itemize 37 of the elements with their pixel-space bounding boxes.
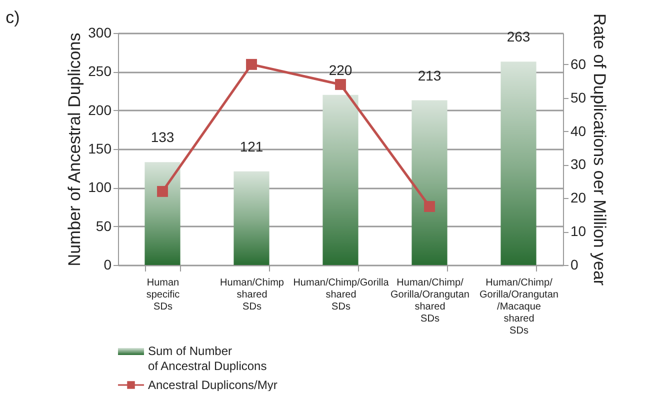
x-tick-label: Human specific SDs — [146, 278, 180, 312]
point — [246, 58, 257, 70]
y2-tick-label: 40 — [570, 122, 586, 139]
data-label: 213 — [418, 67, 442, 84]
y-tick-label: 300 — [88, 24, 112, 40]
bar — [412, 100, 448, 265]
x-tick-label: Human/Chimp/Gorilla shared SDs — [293, 278, 390, 312]
bar — [144, 162, 180, 265]
x-tick-label: Human/Chimp/ Gorilla/Orangutan shared SDs — [390, 278, 470, 324]
x-tick-label: Human/Chimp/ Gorilla/Orangutan /Macaque shared SDs — [480, 278, 558, 336]
y2-tick-label: 10 — [570, 223, 586, 240]
point — [335, 79, 346, 90]
y2-tick-label: 0 — [570, 256, 578, 272]
y2-tick-label: 20 — [570, 190, 586, 206]
data-label: 263 — [506, 28, 530, 45]
bar — [500, 62, 536, 265]
y-axis-title: Number of Ancestral Duplicons — [65, 32, 84, 266]
y-tick-label: 250 — [88, 63, 112, 80]
point — [157, 186, 168, 197]
bar — [322, 94, 358, 265]
y2-tick-label: 50 — [570, 89, 586, 106]
data-label: 133 — [150, 129, 174, 146]
y-tick-label: 150 — [88, 140, 112, 156]
y-tick-label: 50 — [96, 218, 112, 234]
chart-title: c) — [6, 8, 20, 27]
data-label: 220 — [328, 62, 352, 78]
y-tick-label: 0 — [104, 256, 112, 272]
y-tick-label: 200 — [88, 102, 112, 118]
bar — [234, 171, 270, 265]
y2-tick-label: 60 — [570, 56, 586, 72]
data-label: 121 — [240, 138, 264, 154]
x-tick-label: Human/Chimp shared SDs — [220, 278, 284, 312]
y2-tick-label: 30 — [570, 156, 586, 172]
y-tick-label: 100 — [88, 179, 112, 196]
legend-label: Sum of Number of Ancestral Duplicons — [148, 344, 267, 373]
y2-axis-title: Rate of Duplications oer Million year — [590, 13, 610, 286]
point — [424, 201, 435, 212]
